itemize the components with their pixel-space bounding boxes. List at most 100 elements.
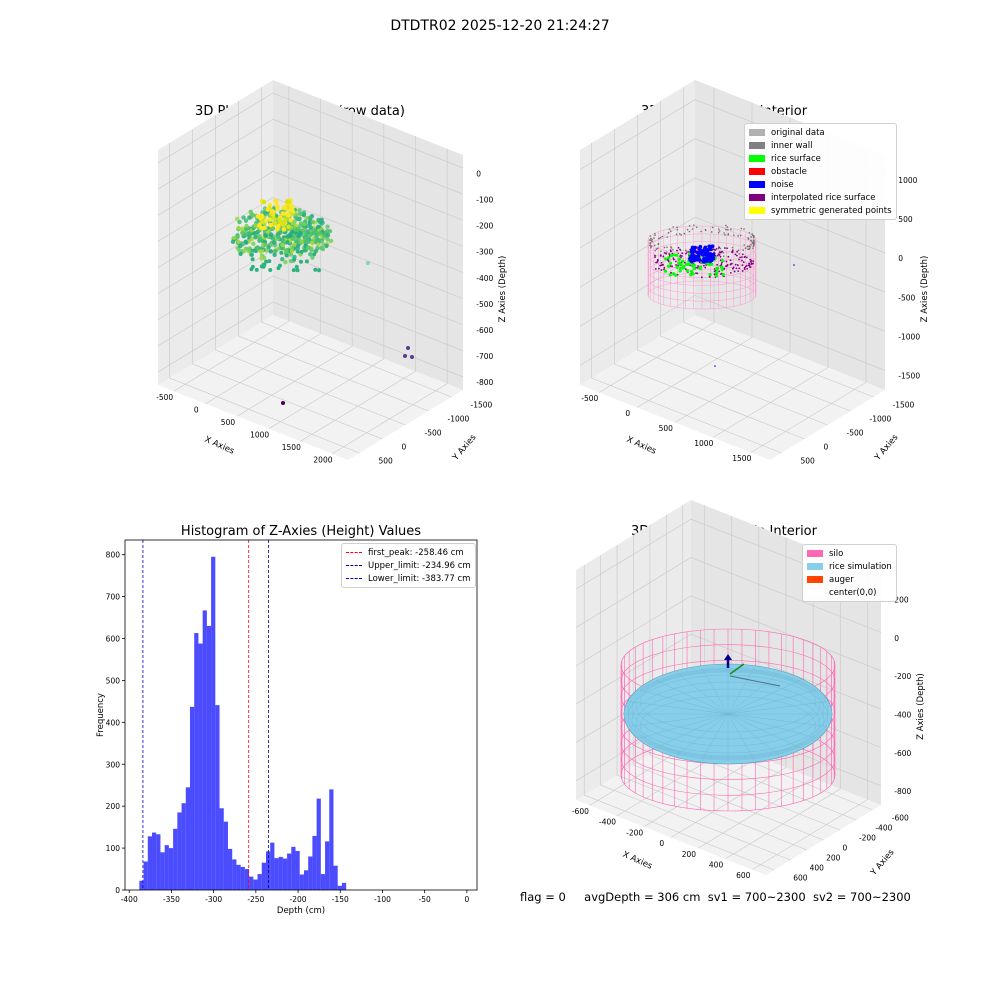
cls-interp-point bbox=[660, 269, 663, 271]
raw-point bbox=[272, 252, 277, 258]
cls-interp-point bbox=[735, 254, 738, 257]
raw-point bbox=[239, 226, 245, 232]
histogram-bar bbox=[189, 706, 195, 890]
cls-rice-point bbox=[689, 269, 694, 273]
histogram-bar bbox=[139, 880, 144, 890]
cls-rice-point bbox=[664, 257, 668, 261]
cls-interp-point bbox=[696, 266, 699, 269]
sim-rice-mesh bbox=[639, 689, 729, 715]
raw-point-high bbox=[272, 198, 278, 204]
cls-noise-point bbox=[688, 256, 692, 261]
raw-point bbox=[241, 215, 246, 220]
histogram-bar bbox=[177, 812, 182, 890]
cls-inner-wall-point bbox=[726, 226, 729, 228]
raw-outlier bbox=[281, 401, 285, 405]
cls-interp-point bbox=[741, 256, 743, 258]
cls-inner-wall-point bbox=[654, 249, 657, 252]
cls-interp-point bbox=[716, 263, 719, 266]
raw-point bbox=[298, 211, 304, 217]
raw-point bbox=[288, 258, 294, 264]
cls-inner-wall-point bbox=[679, 233, 681, 235]
cls-interp-point bbox=[747, 264, 750, 267]
cls-interp-point bbox=[654, 256, 656, 258]
cls-interp-point bbox=[708, 275, 711, 278]
cls-zlabel: Z Axies (Depth) bbox=[920, 256, 930, 323]
cls-interp-point bbox=[738, 267, 741, 270]
cls-interp-point bbox=[736, 264, 739, 266]
raw-grid-z bbox=[157, 249, 464, 326]
raw-point-low bbox=[304, 259, 309, 264]
cls-interp-point bbox=[752, 262, 754, 265]
raw-point-low bbox=[317, 268, 322, 273]
status-sv1: sv1 = 700~2300 bbox=[707, 890, 806, 904]
legend-label: interpolated rice surface bbox=[771, 192, 876, 203]
raw-point bbox=[234, 216, 240, 222]
cls-interp-point bbox=[729, 271, 732, 274]
raw-point bbox=[319, 238, 325, 243]
sim-rice-mesh bbox=[727, 689, 817, 715]
x-tick-label: -250 bbox=[247, 895, 264, 904]
raw-point bbox=[298, 231, 303, 236]
cls-rice-point bbox=[669, 254, 674, 258]
y-tick-label: 800 bbox=[106, 551, 121, 560]
raw-outlier bbox=[366, 261, 370, 265]
sim-xtick: -200 bbox=[626, 828, 643, 837]
sim-grid-y bbox=[600, 555, 791, 861]
cls-rice-point bbox=[666, 264, 671, 268]
cls-inner-wall-point bbox=[675, 233, 678, 236]
cls-interp-point bbox=[719, 273, 722, 276]
raw-point bbox=[264, 248, 269, 253]
raw-point-high bbox=[282, 205, 288, 211]
cls-interp-point bbox=[665, 252, 668, 255]
cls-inner-wall-point bbox=[653, 237, 655, 239]
cls-inner-wall-point bbox=[651, 238, 653, 241]
y-tick-label: 200 bbox=[106, 802, 121, 811]
raw-point bbox=[231, 235, 237, 241]
raw-ztick: -800 bbox=[476, 378, 493, 387]
cls-inner-wall-point bbox=[700, 230, 702, 233]
cls-interp-point bbox=[662, 255, 665, 258]
raw-point-low bbox=[264, 259, 269, 264]
cls-inner-wall-point bbox=[666, 246, 668, 248]
cls-inner-wall-point bbox=[731, 246, 734, 249]
sim-rice-mesh bbox=[727, 713, 755, 761]
cls-noise-point bbox=[690, 249, 694, 254]
cls-inner-wall-point bbox=[667, 231, 670, 234]
raw-point bbox=[263, 211, 268, 216]
raw-point bbox=[244, 240, 249, 245]
raw-point bbox=[294, 212, 300, 217]
cls-inner-wall-point bbox=[649, 242, 651, 245]
sim-ytick: 400 bbox=[810, 864, 825, 873]
raw-point-low bbox=[295, 268, 300, 273]
cls-rice-point bbox=[682, 264, 686, 269]
histogram-bar bbox=[337, 885, 342, 890]
cls-grid-x bbox=[598, 87, 715, 393]
cls-interp-point bbox=[727, 255, 730, 258]
histogram-frame bbox=[124, 539, 478, 891]
histogram-bar bbox=[232, 859, 237, 890]
histogram-bar bbox=[202, 610, 207, 890]
cls-inner-wall-point bbox=[724, 234, 726, 236]
cls-interp-point bbox=[656, 258, 659, 261]
legend-line-swatch bbox=[346, 578, 362, 579]
cls-silo-ring bbox=[647, 280, 757, 310]
legend-swatch bbox=[749, 142, 765, 149]
raw-point bbox=[236, 225, 241, 231]
cls-interp-point bbox=[684, 268, 687, 271]
y-tick-label: 400 bbox=[106, 718, 121, 727]
legend-label: center(0,0) bbox=[829, 587, 877, 598]
cls-inner-wall-point bbox=[710, 231, 713, 233]
raw-point bbox=[259, 256, 264, 261]
cls-inner-wall-point bbox=[676, 228, 679, 231]
raw-point-low bbox=[295, 249, 300, 254]
cls-inner-wall-point bbox=[649, 239, 651, 241]
sim-rice-mesh bbox=[655, 679, 729, 715]
histogram-legend-item: Upper_limit: -234.96 cm bbox=[346, 559, 471, 572]
raw-point bbox=[249, 212, 254, 217]
cls-inner-wall-point bbox=[672, 226, 675, 228]
legend-line-swatch bbox=[346, 552, 362, 553]
raw-point-low bbox=[284, 253, 289, 258]
raw-grid-x bbox=[300, 136, 416, 442]
raw-point bbox=[308, 252, 313, 257]
histogram-bar bbox=[206, 625, 212, 890]
